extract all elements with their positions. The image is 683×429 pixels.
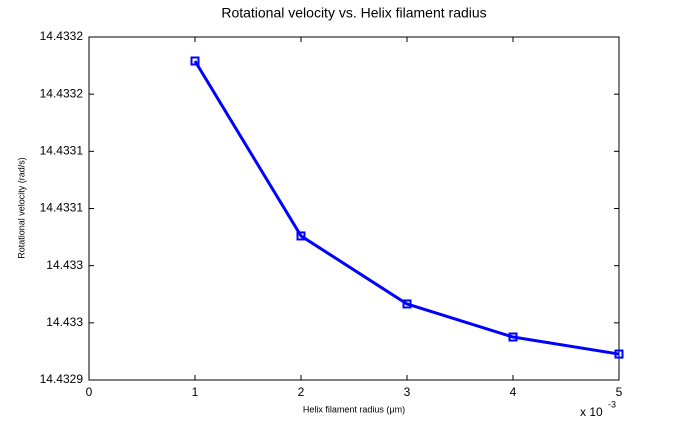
- x-tick-label: 5: [616, 385, 623, 399]
- data-line: [193, 60, 620, 356]
- y-tick-label: 14.4329: [40, 372, 84, 386]
- y-tick-label: 14.4332: [40, 29, 84, 43]
- chart-title: Rotational velocity vs. Helix filament r…: [221, 5, 486, 21]
- y-tick-label: 14.4331: [40, 144, 84, 158]
- data-marker: [296, 231, 306, 241]
- x-axis-label: Helix filament radius (μm): [303, 404, 405, 414]
- x-tick-label: 0: [86, 385, 93, 399]
- data-marker: [614, 349, 624, 359]
- y-axis-label: Rotational velocity (rad/s): [16, 157, 26, 259]
- y-tick-label: 14.4332: [40, 86, 84, 100]
- x-tick-label: 4: [510, 385, 517, 399]
- data-marker: [190, 56, 200, 66]
- x-exponent: -3: [608, 399, 616, 409]
- y-tick-label: 14.4331: [40, 201, 84, 215]
- y-tick-label: 14.433: [46, 258, 83, 272]
- x-tick-label: 3: [404, 385, 411, 399]
- data-marker: [402, 299, 412, 309]
- x-tick-label: 1: [192, 385, 199, 399]
- x-tick-label: 2: [298, 385, 305, 399]
- data-marker: [508, 332, 518, 342]
- y-tick-label: 14.433: [46, 315, 83, 329]
- x-multiplier: x 10: [580, 405, 603, 419]
